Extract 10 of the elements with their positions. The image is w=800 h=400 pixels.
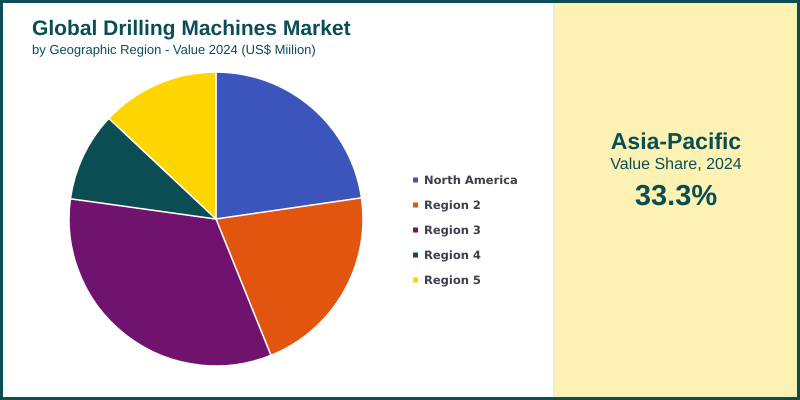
legend-label: Region 2: [424, 198, 481, 212]
legend-label: Region 4: [424, 248, 481, 262]
legend-label: Region 5: [424, 273, 481, 287]
chart-subtitle: by Geographic Region - Value 2024 (US$ Miilion): [32, 42, 316, 57]
legend-label: Region 3: [424, 223, 481, 237]
text: 33.3%: [634, 179, 718, 214]
legend-label: North America: [424, 173, 518, 187]
text: Asia-Pacific: [610, 127, 742, 155]
chart-title: Global Drilling Machines Market: [32, 17, 351, 40]
text: Value Share, 2024: [609, 155, 743, 175]
